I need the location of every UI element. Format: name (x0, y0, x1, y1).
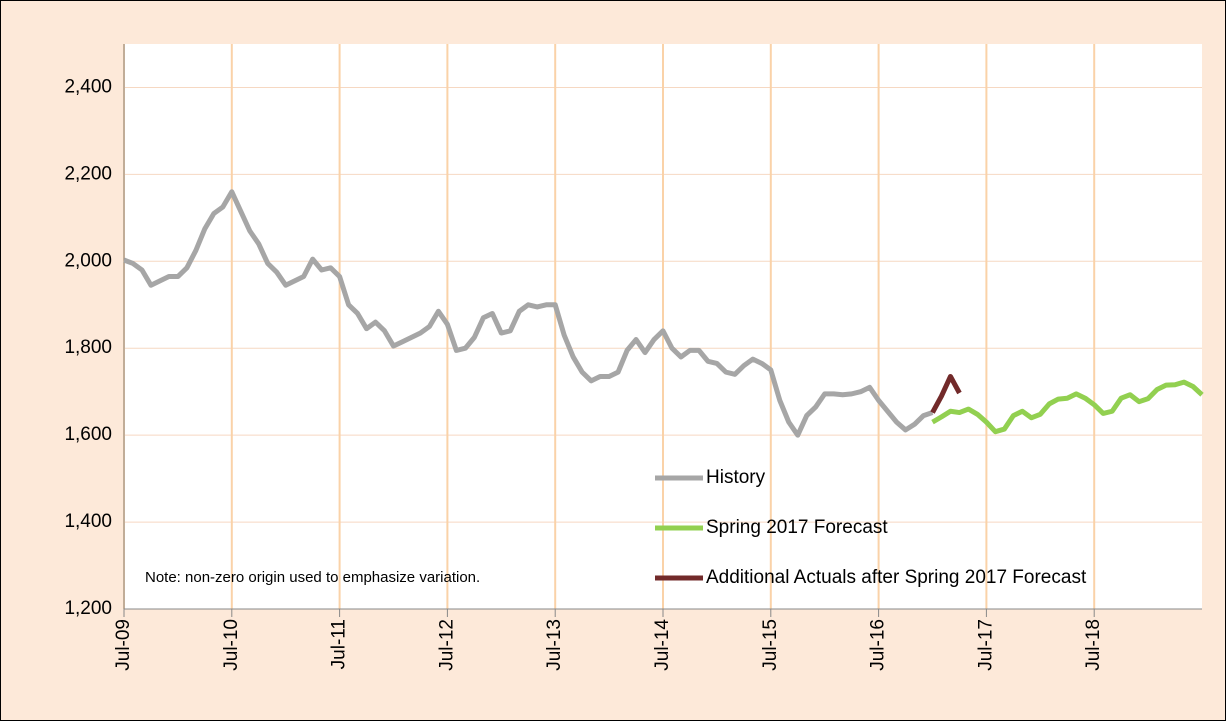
x-tick-label: Jul-18 (1083, 619, 1104, 671)
y-tick-label: 1,200 (64, 598, 112, 619)
legend-label: History (706, 467, 766, 488)
x-tick-label: Jul-15 (760, 619, 781, 671)
y-tick-label: 1,600 (64, 424, 112, 445)
y-tick-label: 1,400 (64, 511, 112, 532)
x-tick-label: Jul-14 (652, 619, 673, 671)
x-tick-label: Jul-17 (975, 619, 996, 671)
x-tick-label: Jul-16 (868, 619, 889, 671)
x-tick-label: Jul-11 (329, 619, 350, 669)
y-tick-label: 2,400 (64, 76, 112, 97)
series-line (123, 189, 934, 438)
note: Note: non-zero origin used to emphasize … (145, 569, 480, 586)
series-line (930, 373, 962, 414)
series-line (931, 379, 1204, 435)
legend-label: Spring 2017 Forecast (706, 517, 888, 538)
x-tick-label: Jul-09 (113, 619, 134, 671)
x-tick-label: Jul-12 (436, 619, 457, 671)
legend-label: Additional Actuals after Spring 2017 For… (706, 567, 1087, 588)
y-tick-label: 1,800 (64, 337, 112, 358)
y-tick-label: 2,000 (64, 250, 112, 271)
x-tick-label: Jul-13 (544, 619, 565, 671)
y-tick-label: 2,200 (64, 163, 112, 184)
x-tick-label: Jul-10 (221, 619, 242, 671)
